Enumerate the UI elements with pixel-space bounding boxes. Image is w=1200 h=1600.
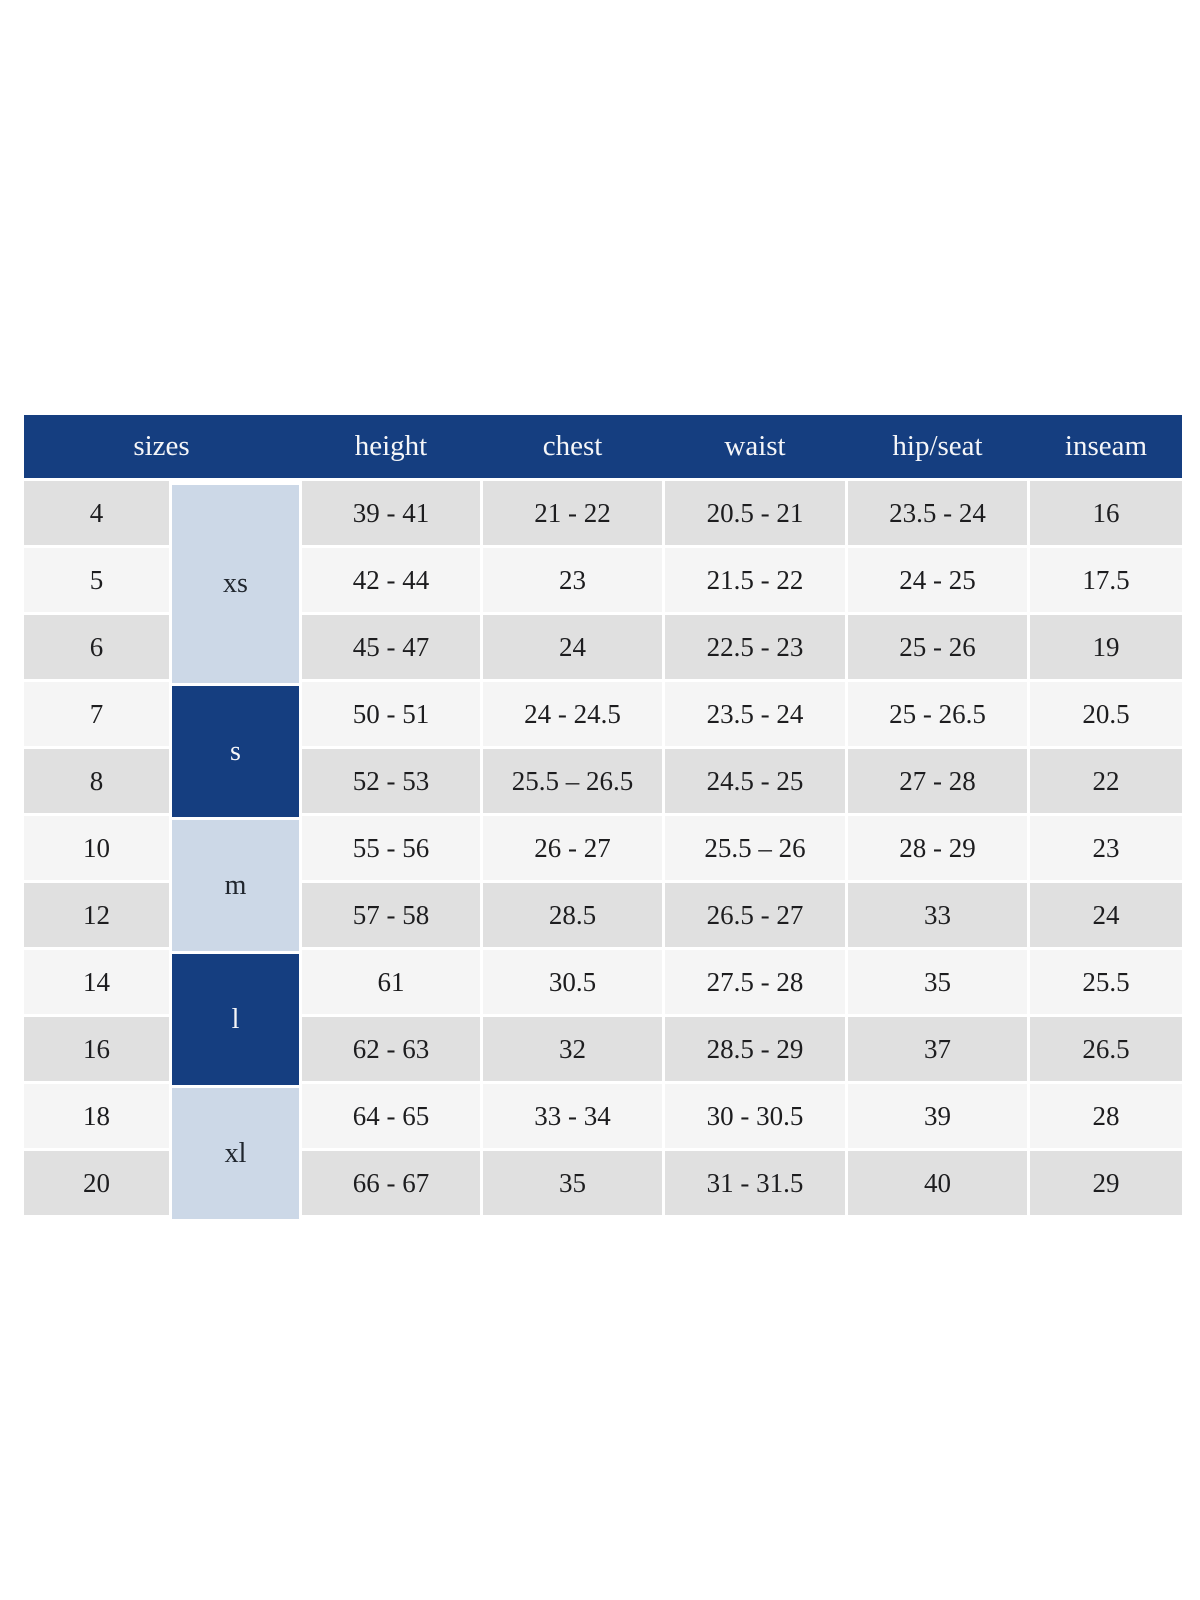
column-header-height: height [354, 430, 428, 462]
measurement-cell-height: 61 [302, 950, 480, 1014]
size-number-cell: 18 [24, 1084, 169, 1148]
measurement-cell-chest: 32 [483, 1017, 662, 1081]
measurement-cell-waist: 20.5 - 21 [665, 481, 845, 545]
measurement-cell-height: 39 - 41 [302, 481, 480, 545]
measurement-cell-inseam: 22 [1030, 749, 1182, 813]
column-header-chest: chest [542, 430, 603, 462]
measurement-cell-inseam: 16 [1030, 481, 1182, 545]
measurement-cell-waist: 27.5 - 28 [665, 950, 845, 1014]
measurement-cell-height: 62 - 63 [302, 1017, 480, 1081]
size-number-cell: 6 [24, 615, 169, 679]
measurement-cell-hip-seat: 35 [848, 950, 1027, 1014]
measurement-cell-height: 55 - 56 [302, 816, 480, 880]
measurement-cell-chest: 28.5 [483, 883, 662, 947]
measurement-cell-waist: 25.5 – 26 [665, 816, 845, 880]
measurement-cell-height: 57 - 58 [302, 883, 480, 947]
measurement-cell-chest: 35 [483, 1151, 662, 1215]
size-group-cell: m [172, 820, 299, 951]
measurement-cell-hip-seat: 25 - 26.5 [848, 682, 1027, 746]
measurement-cell-hip-seat: 25 - 26 [848, 615, 1027, 679]
measurement-cell-chest: 30.5 [483, 950, 662, 1014]
measurement-cell-inseam: 17.5 [1030, 548, 1182, 612]
measurement-cell-hip-seat: 23.5 - 24 [848, 481, 1027, 545]
size-number-cell: 7 [24, 682, 169, 746]
table-header-row: sizes height chest waist hip/seat inseam [24, 415, 1182, 478]
measurement-cell-chest: 26 - 27 [483, 816, 662, 880]
size-number-cell: 12 [24, 883, 169, 947]
column-header-inseam: inseam [1064, 430, 1148, 462]
size-number-cell: 20 [24, 1151, 169, 1215]
measurement-cell-height: 50 - 51 [302, 682, 480, 746]
measurement-cell-inseam: 24 [1030, 883, 1182, 947]
measurement-cell-inseam: 19 [1030, 615, 1182, 679]
measurement-cell-waist: 26.5 - 27 [665, 883, 845, 947]
measurement-cell-inseam: 25.5 [1030, 950, 1182, 1014]
measurement-cell-inseam: 29 [1030, 1151, 1182, 1215]
measurement-cell-height: 64 - 65 [302, 1084, 480, 1148]
measurement-cell-waist: 22.5 - 23 [665, 615, 845, 679]
measurement-cell-chest: 23 [483, 548, 662, 612]
measurement-cell-inseam: 28 [1030, 1084, 1182, 1148]
measurement-cell-waist: 21.5 - 22 [665, 548, 845, 612]
measurement-cell-chest: 24 - 24.5 [483, 682, 662, 746]
measurement-cell-hip-seat: 27 - 28 [848, 749, 1027, 813]
measurement-cell-height: 52 - 53 [302, 749, 480, 813]
measurement-cell-waist: 23.5 - 24 [665, 682, 845, 746]
measurement-cell-height: 66 - 67 [302, 1151, 480, 1215]
measurement-cell-chest: 25.5 – 26.5 [483, 749, 662, 813]
size-number-cell: 5 [24, 548, 169, 612]
size-number-cell: 4 [24, 481, 169, 545]
measurement-cell-height: 45 - 47 [302, 615, 480, 679]
column-header-hip-seat: hip/seat [892, 430, 983, 462]
measurement-cell-hip-seat: 39 [848, 1084, 1027, 1148]
measurement-cell-hip-seat: 24 - 25 [848, 548, 1027, 612]
measurement-cell-chest: 21 - 22 [483, 481, 662, 545]
size-chart-table: sizes height chest waist hip/seat inseam… [24, 415, 1182, 1219]
measurement-cell-waist: 31 - 31.5 [665, 1151, 845, 1215]
size-chart-grid: sizes height chest waist hip/seat inseam… [24, 415, 1182, 1219]
measurement-cell-inseam: 20.5 [1030, 682, 1182, 746]
measurement-cell-waist: 24.5 - 25 [665, 749, 845, 813]
size-group-cell: l [172, 954, 299, 1085]
size-group-cell: xs [172, 485, 299, 683]
measurement-cell-inseam: 26.5 [1030, 1017, 1182, 1081]
size-number-cell: 16 [24, 1017, 169, 1081]
measurement-cell-hip-seat: 33 [848, 883, 1027, 947]
size-number-cell: 14 [24, 950, 169, 1014]
measurement-cell-waist: 28.5 - 29 [665, 1017, 845, 1081]
size-group-cell: s [172, 686, 299, 817]
size-number-cell: 8 [24, 749, 169, 813]
measurement-cell-hip-seat: 37 [848, 1017, 1027, 1081]
measurement-cell-chest: 33 - 34 [483, 1084, 662, 1148]
measurement-cell-inseam: 23 [1030, 816, 1182, 880]
column-header-waist: waist [724, 430, 786, 462]
measurement-cell-chest: 24 [483, 615, 662, 679]
measurement-cell-hip-seat: 28 - 29 [848, 816, 1027, 880]
size-group-cell: xl [172, 1088, 299, 1219]
measurement-cell-height: 42 - 44 [302, 548, 480, 612]
measurement-cell-hip-seat: 40 [848, 1151, 1027, 1215]
measurement-cell-waist: 30 - 30.5 [665, 1084, 845, 1148]
column-header-sizes: sizes [133, 430, 190, 462]
size-number-cell: 10 [24, 816, 169, 880]
